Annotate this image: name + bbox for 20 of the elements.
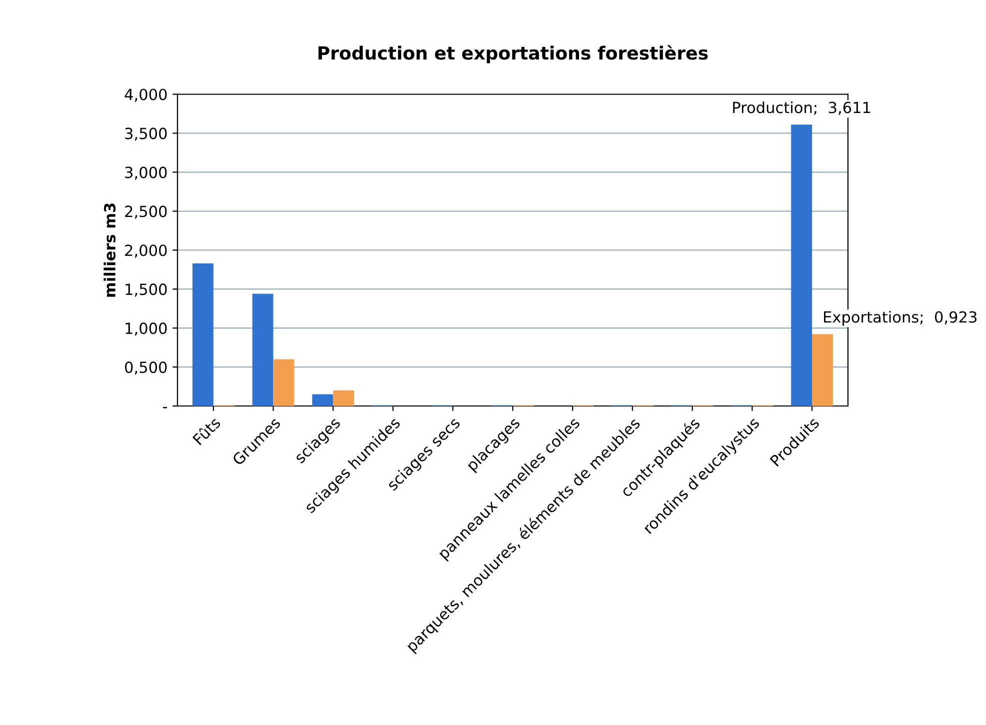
bar xyxy=(252,294,274,406)
text: Production; 3,611 xyxy=(733,101,870,115)
y-axis-title: milliers m3 xyxy=(104,203,116,297)
bar xyxy=(812,334,833,406)
y-tick-label: 1,500 xyxy=(126,284,167,297)
y-tick-label: 3,000 xyxy=(125,166,167,180)
y-tick-label: 0,500 xyxy=(125,361,167,375)
bar xyxy=(312,394,334,406)
y-tick-label: 3,500 xyxy=(125,128,167,141)
y-tick-label: 2,500 xyxy=(125,206,167,219)
bar xyxy=(192,263,214,406)
chart-title: Production et exportations forestières xyxy=(318,45,708,64)
y-tick-label: - xyxy=(162,407,168,408)
y-tick-label: 1,000 xyxy=(126,322,167,336)
y-tick-label: 4,000 xyxy=(124,88,167,102)
bar xyxy=(273,359,294,406)
bar xyxy=(791,124,812,406)
bar xyxy=(333,390,354,406)
y-tick-label: 2,000 xyxy=(125,244,167,258)
text: Exportations; 0,923 xyxy=(824,310,976,326)
